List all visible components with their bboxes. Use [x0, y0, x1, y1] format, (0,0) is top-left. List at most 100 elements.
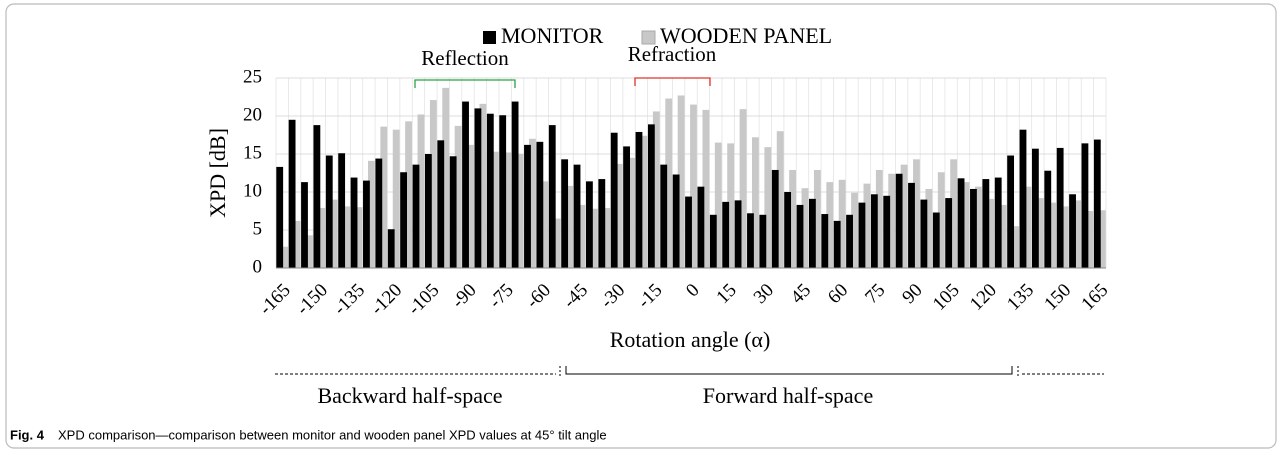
bracket — [634, 77, 711, 86]
bar — [454, 125, 462, 268]
bar — [1007, 155, 1015, 268]
bar — [412, 164, 420, 268]
bar — [1069, 194, 1076, 268]
bar — [603, 207, 611, 268]
region-bracket — [565, 366, 1013, 375]
bar — [1049, 202, 1057, 268]
bar — [499, 115, 507, 269]
bar — [690, 104, 697, 268]
y-tick-label: 5 — [253, 218, 263, 239]
bar — [529, 138, 536, 268]
bar — [1061, 206, 1069, 268]
bar — [1019, 129, 1027, 268]
bar — [1098, 210, 1106, 268]
bar — [474, 108, 482, 269]
bar — [1024, 186, 1032, 268]
bar — [429, 100, 437, 268]
bar — [796, 204, 804, 268]
bar — [392, 129, 400, 268]
bar — [900, 164, 908, 268]
bar — [578, 204, 586, 268]
bar — [491, 151, 499, 268]
bar — [752, 137, 759, 268]
bar — [932, 212, 940, 268]
bar — [994, 177, 1002, 268]
bar — [573, 164, 581, 268]
bar — [784, 192, 792, 268]
bar — [590, 208, 598, 268]
bar — [615, 163, 623, 268]
bar — [734, 200, 742, 268]
bar — [486, 113, 494, 268]
bar — [1044, 170, 1052, 268]
bar — [313, 125, 321, 269]
bar — [895, 173, 903, 268]
bar — [288, 119, 296, 268]
bar — [437, 140, 445, 268]
bar — [1056, 147, 1064, 268]
bar — [566, 185, 574, 268]
bar — [764, 147, 772, 268]
bar — [325, 155, 333, 268]
bar — [821, 214, 829, 268]
bar — [974, 186, 982, 268]
bar — [771, 169, 779, 268]
bar — [808, 198, 816, 268]
bar — [462, 101, 469, 268]
y-tick-label: 0 — [253, 256, 263, 277]
bar — [685, 196, 692, 268]
bar — [400, 172, 408, 268]
y-tick-label: 20 — [243, 104, 262, 125]
bar — [301, 182, 308, 268]
bar — [424, 154, 432, 268]
bar — [982, 179, 990, 268]
legend-label: MONITOR — [501, 23, 604, 48]
region-label: Backward half-space — [317, 383, 502, 408]
bar — [727, 143, 735, 268]
caption-text: XPD comparison—comparison between monito… — [58, 427, 607, 442]
bar — [739, 109, 747, 268]
bar — [548, 125, 556, 269]
bar — [598, 179, 606, 268]
bar — [367, 160, 375, 268]
bar — [1074, 200, 1081, 268]
bar — [586, 181, 593, 268]
bar — [1093, 139, 1101, 268]
bar — [702, 109, 710, 268]
bar — [970, 188, 977, 268]
bar — [449, 156, 457, 268]
bar — [442, 87, 450, 268]
annotation: Reflection — [421, 46, 509, 70]
bar — [387, 229, 395, 268]
bar — [524, 144, 531, 268]
bar — [962, 182, 970, 268]
bar — [1081, 143, 1089, 268]
region-label: Forward half-space — [703, 383, 873, 408]
bar — [1036, 198, 1044, 268]
bar — [511, 101, 519, 268]
bar — [722, 201, 730, 268]
bar — [380, 126, 388, 268]
bar — [1086, 211, 1094, 268]
bar — [838, 179, 846, 268]
bar — [281, 246, 289, 268]
bar — [833, 220, 841, 268]
bar — [318, 207, 326, 268]
bar — [851, 192, 858, 268]
y-tick-label: 25 — [243, 66, 262, 87]
bar — [957, 178, 965, 268]
bar — [665, 98, 673, 269]
bar — [363, 180, 370, 268]
y-axis-label: XPD [dB] — [205, 128, 230, 218]
bar — [870, 194, 878, 268]
bar — [417, 114, 425, 268]
bar — [276, 166, 284, 268]
bar — [677, 95, 685, 268]
legend-swatch — [483, 31, 496, 44]
bar — [350, 177, 358, 268]
bar — [623, 146, 630, 268]
bar — [883, 195, 891, 268]
bar — [293, 220, 301, 268]
bar — [789, 169, 796, 268]
